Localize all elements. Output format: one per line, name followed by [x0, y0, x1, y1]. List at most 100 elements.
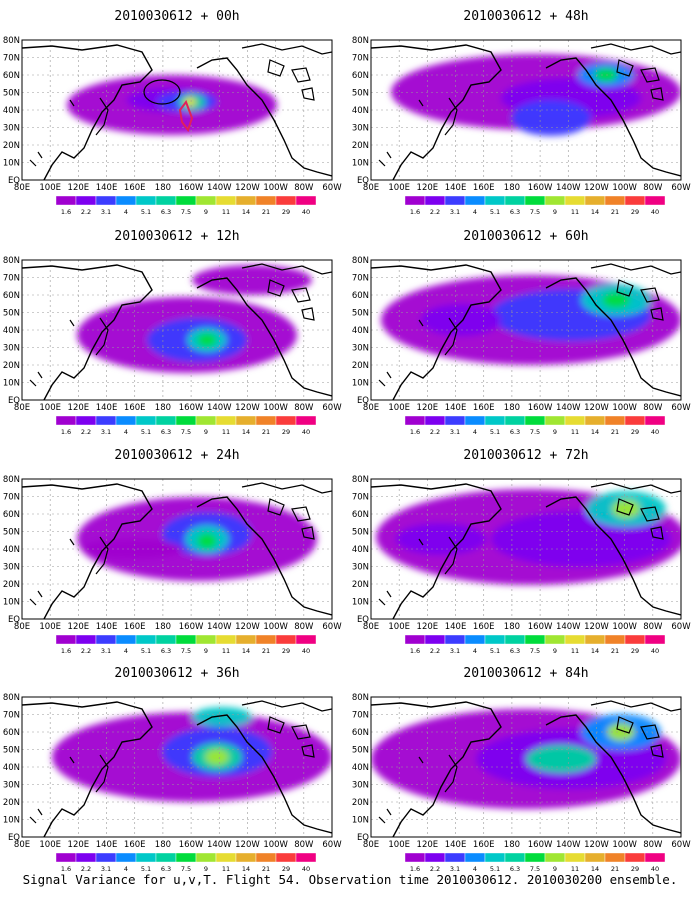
- panel-title: 2010030612 + 24h: [114, 448, 239, 463]
- lon-label: 100W: [612, 183, 637, 193]
- colorbar-label: 3.1: [450, 208, 460, 216]
- lon-label: 140E: [96, 840, 118, 850]
- colorbar-label: 6.3: [510, 647, 520, 655]
- lon-label: 120W: [584, 183, 609, 193]
- colorbar-swatch: [464, 415, 486, 426]
- lat-label: 80N: [352, 256, 369, 266]
- colorbar-label: 1.6: [410, 647, 420, 655]
- colorbar-swatch: [155, 634, 177, 645]
- lat-label: 40N: [352, 326, 369, 336]
- colorbar-swatch: [255, 852, 277, 863]
- colorbar-label: 6.3: [161, 208, 171, 216]
- lon-label: 140W: [207, 840, 232, 850]
- colorbar-label: 11: [571, 647, 579, 655]
- lat-label: 10N: [352, 159, 369, 169]
- lon-label: 180: [155, 622, 171, 632]
- lon-label: 120E: [68, 183, 90, 193]
- lon-label: 100E: [388, 183, 410, 193]
- lon-label: 80W: [643, 840, 663, 850]
- lon-label: 140W: [556, 183, 581, 193]
- colorbar-label: 21: [262, 208, 270, 216]
- lat-label: 50N: [3, 309, 20, 319]
- colorbar-swatch: [564, 852, 586, 863]
- colorbar-swatch: [524, 415, 546, 426]
- colorbar-swatch: [444, 415, 466, 426]
- lat-label: 70N: [3, 274, 20, 284]
- colorbar-swatch: [175, 634, 197, 645]
- colorbar-swatch: [484, 852, 506, 863]
- colorbar-swatch: [195, 415, 217, 426]
- lon-label: 160E: [473, 840, 495, 850]
- colorbar-label: 29: [631, 208, 639, 216]
- colorbar-swatch: [295, 852, 317, 863]
- lat-label: 50N: [352, 309, 369, 319]
- lon-label: 100E: [39, 622, 61, 632]
- lon-label: 120W: [584, 403, 609, 413]
- colorbar-swatch: [544, 415, 566, 426]
- lat-label: 80N: [352, 693, 369, 703]
- colorbar-swatch: [55, 415, 77, 426]
- colorbar-swatch: [564, 195, 586, 206]
- lat-label: 80N: [3, 36, 20, 46]
- colorbar-label: 7.5: [181, 428, 191, 436]
- lat-label: 20N: [352, 580, 369, 590]
- colorbar-label: 14: [591, 208, 599, 216]
- colorbar-swatch: [424, 634, 446, 645]
- lon-label: 140W: [207, 403, 232, 413]
- colorbar-swatch: [255, 195, 277, 206]
- lon-label: 100E: [388, 403, 410, 413]
- colorbar-swatch: [215, 415, 237, 426]
- colorbar-label: 7.5: [530, 428, 540, 436]
- lon-label: 80W: [643, 403, 663, 413]
- lon-label: 180: [155, 183, 171, 193]
- colorbar-swatch: [584, 634, 606, 645]
- colorbar-label: 1.6: [410, 865, 420, 873]
- colorbar-swatch: [604, 195, 626, 206]
- colorbar-label: 1.6: [410, 428, 420, 436]
- colorbar-label: 14: [591, 865, 599, 873]
- lat-label: 80N: [352, 475, 369, 485]
- lon-label: 140E: [445, 183, 467, 193]
- colorbar-label: 11: [571, 865, 579, 873]
- lat-label: 70N: [352, 711, 369, 721]
- lon-label: 80W: [294, 403, 314, 413]
- lon-label: 60W: [671, 840, 691, 850]
- colorbar-swatch: [75, 195, 97, 206]
- lon-label: 60W: [322, 622, 342, 632]
- panel-title: 2010030612 + 12h: [114, 229, 239, 244]
- colorbar-swatch: [215, 195, 237, 206]
- colorbar-swatch: [604, 415, 626, 426]
- lat-label: 40N: [3, 106, 20, 116]
- lon-label: 140E: [445, 840, 467, 850]
- colorbar-swatch: [155, 852, 177, 863]
- colorbar-label: 21: [611, 647, 619, 655]
- lat-label: 10N: [352, 379, 369, 389]
- panel-title: 2010030612 + 36h: [114, 666, 239, 681]
- colorbar-swatch: [484, 634, 506, 645]
- colorbar-swatch: [175, 415, 197, 426]
- colorbar-label: 40: [651, 208, 659, 216]
- lon-label: 100W: [263, 622, 288, 632]
- lon-label: 140W: [556, 840, 581, 850]
- colorbar-swatch: [544, 634, 566, 645]
- colorbar-label: 1.6: [61, 865, 71, 873]
- colorbar-swatch: [295, 415, 317, 426]
- colorbar-swatch: [175, 195, 197, 206]
- lat-label: 40N: [352, 545, 369, 555]
- colorbar-swatch: [584, 852, 606, 863]
- colorbar-swatch: [115, 195, 137, 206]
- lon-label: 160W: [528, 183, 553, 193]
- colorbar-swatch: [584, 195, 606, 206]
- lat-label: 80N: [3, 475, 20, 485]
- lon-label: 80E: [363, 622, 379, 632]
- colorbar-swatch: [75, 852, 97, 863]
- colorbar-swatch: [155, 195, 177, 206]
- lon-label: 80W: [294, 622, 314, 632]
- lon-label: 180: [504, 403, 520, 413]
- lon-label: 100E: [388, 840, 410, 850]
- lon-label: 60W: [671, 622, 691, 632]
- colorbar-swatch: [544, 852, 566, 863]
- colorbar-swatch: [404, 415, 426, 426]
- lat-label: 10N: [352, 598, 369, 608]
- lat-label: EQ: [357, 615, 369, 625]
